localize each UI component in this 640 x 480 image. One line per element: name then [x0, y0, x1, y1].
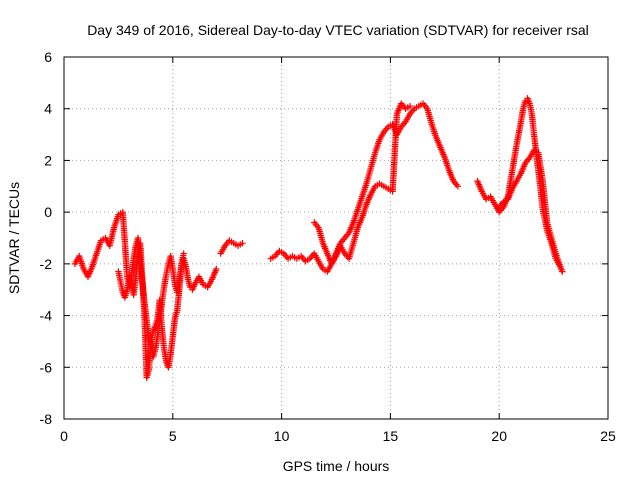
- y-tick-label: -6: [40, 359, 53, 375]
- x-axis-label: GPS time / hours: [283, 458, 390, 474]
- y-tick-label: -4: [40, 308, 53, 324]
- x-tick-label: 0: [60, 428, 68, 444]
- data-points: [71, 95, 566, 381]
- y-tick-label: 4: [44, 101, 52, 117]
- y-axis-label: SDTVAR / TECUs: [6, 182, 22, 294]
- series-segment-d: [267, 100, 462, 275]
- data-point: [556, 263, 564, 270]
- x-tick-label: 5: [169, 428, 177, 444]
- y-tick-label: -2: [40, 256, 53, 272]
- x-tick-label: 15: [383, 428, 399, 444]
- y-tick-label: -8: [40, 411, 53, 427]
- y-tick-label: 0: [44, 204, 52, 220]
- data-point: [454, 183, 462, 190]
- y-tick-label: 2: [44, 152, 52, 168]
- chart-title: Day 349 of 2016, Sidereal Day-to-day VTE…: [87, 22, 589, 38]
- data-point: [406, 102, 414, 110]
- series-segment-g: [496, 146, 564, 270]
- axis-ticks: 0 5 10 15 20 25 -8 -6 -4 -2 0 2 4 6: [40, 49, 616, 444]
- series-segment-e: [311, 100, 414, 268]
- y-tick-label: 6: [44, 49, 52, 65]
- data-point: [559, 268, 566, 275]
- data-point: [180, 250, 187, 257]
- series-segment-c: [217, 237, 246, 257]
- x-tick-label: 10: [274, 428, 290, 444]
- data-point: [239, 239, 246, 247]
- x-tick-label: 20: [491, 428, 507, 444]
- data-point: [213, 265, 220, 273]
- x-tick-label: 25: [600, 428, 616, 444]
- grid-lines: [64, 57, 608, 419]
- series-segment-b: [115, 239, 187, 381]
- plot-frame: [63, 56, 609, 420]
